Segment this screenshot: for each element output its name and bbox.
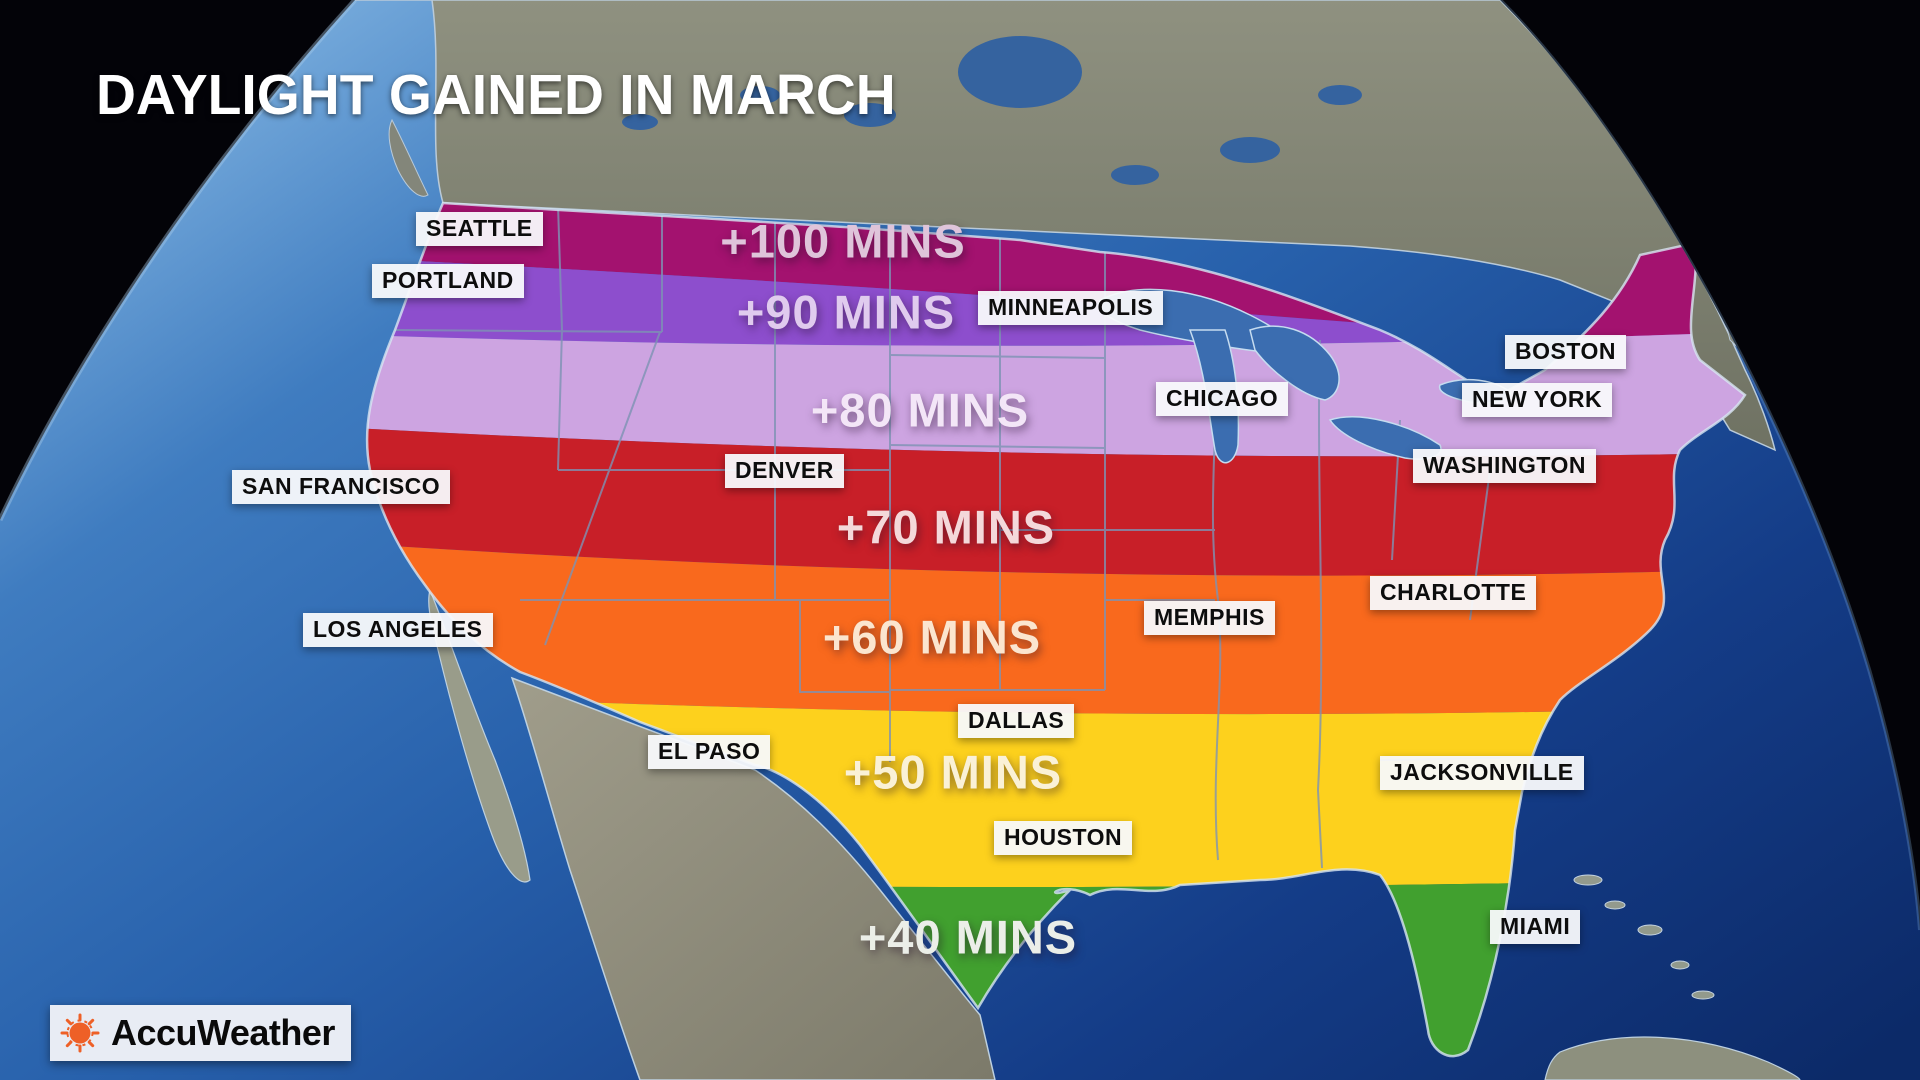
city-label-el-paso: EL PASO [648, 735, 771, 769]
band-80-region [367, 330, 1746, 457]
canada-lakes [622, 36, 1362, 185]
city-label-chicago: CHICAGO [1156, 382, 1289, 416]
band-label-50: +50 MINS [843, 745, 1063, 799]
city-label-los-angeles: LOS ANGELES [303, 613, 493, 647]
city-label-memphis: MEMPHIS [1144, 601, 1275, 635]
band-label-40: +40 MINS [858, 910, 1078, 964]
city-label-seattle: SEATTLE [416, 212, 543, 246]
accuweather-logo: AccuWeather [50, 1005, 351, 1061]
city-label-san-francisco: SAN FRANCISCO [232, 470, 451, 504]
city-label-jacksonville: JACKSONVILLE [1380, 756, 1584, 790]
band-label-80: +80 MINS [810, 383, 1030, 437]
band-label-90: +90 MINS [736, 285, 956, 339]
city-label-miami: MIAMI [1490, 910, 1581, 944]
lake-huron [1249, 325, 1340, 401]
city-label-dallas: DALLAS [958, 704, 1075, 738]
city-label-charlotte: CHARLOTTE [1370, 576, 1537, 610]
cuba [1544, 1036, 1801, 1080]
baja-peninsula [428, 588, 531, 883]
band-label-70: +70 MINS [836, 500, 1056, 554]
mexico-terrain [510, 676, 996, 1080]
city-label-minneapolis: MINNEAPOLIS [978, 291, 1164, 325]
vancouver-island [388, 118, 429, 197]
band-label-60: +60 MINS [822, 610, 1042, 664]
band-label-100: +100 MINS [720, 214, 966, 268]
city-label-washington: WASHINGTON [1413, 449, 1597, 483]
globe-rim-left [0, 0, 357, 522]
sun-icon [60, 1013, 100, 1053]
city-label-portland: PORTLAND [372, 264, 524, 298]
city-label-new-york: NEW YORK [1462, 383, 1613, 417]
city-label-houston: HOUSTON [994, 821, 1133, 855]
bahamas-islands [1573, 874, 1715, 1000]
brand-name: AccuWeather [111, 1012, 335, 1053]
city-label-denver: DENVER [725, 454, 844, 488]
city-label-boston: BOSTON [1505, 335, 1626, 369]
page-title: DAYLIGHT GAINED IN MARCH [96, 63, 896, 127]
